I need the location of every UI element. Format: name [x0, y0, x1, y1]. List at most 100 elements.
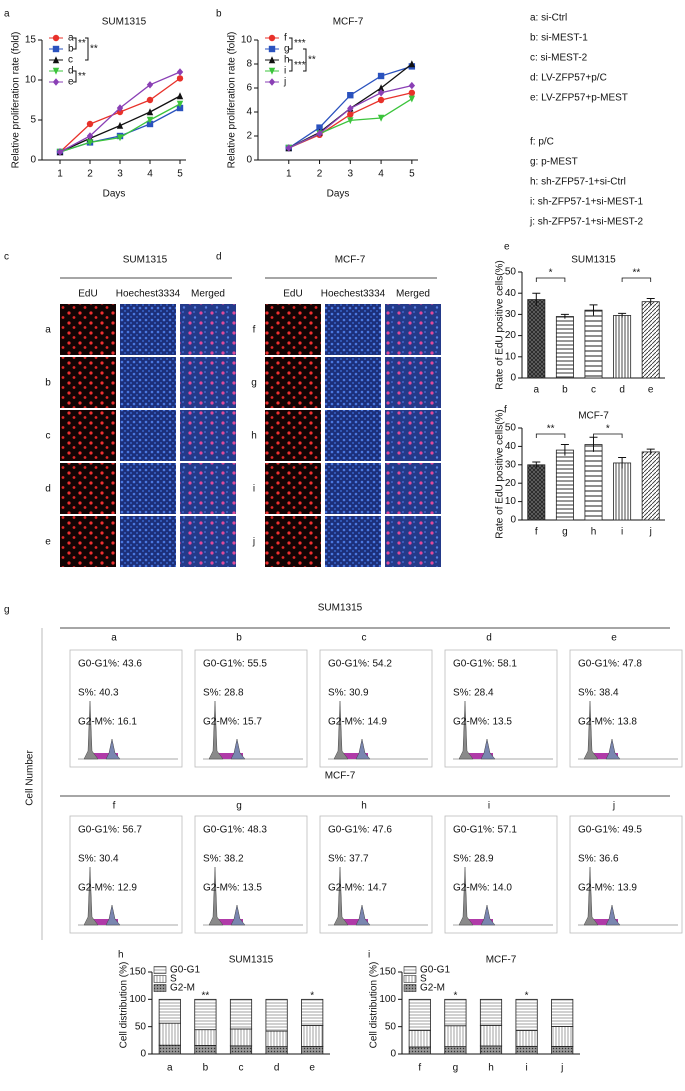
marker — [377, 96, 385, 104]
row-label: h — [251, 431, 257, 442]
legend-label: j — [283, 77, 286, 88]
phase-percentage: S%: 36.6 — [578, 854, 619, 865]
histogram-g1-peak — [458, 866, 474, 926]
bar-segment — [194, 1045, 217, 1055]
bar-segment — [158, 998, 181, 1024]
bar — [613, 315, 632, 379]
key-entry: c: si-MEST-2 — [530, 53, 588, 64]
micrograph — [120, 304, 176, 355]
significance-label: * — [606, 424, 610, 435]
bar-segment — [301, 1025, 324, 1047]
marker — [146, 81, 154, 89]
row-label: b — [45, 378, 51, 389]
significance-bracket — [73, 37, 77, 50]
phase-percentage: G0-G1%: 47.6 — [328, 825, 392, 836]
micrograph — [180, 304, 236, 355]
histogram-g2-peak — [355, 738, 371, 760]
phase-percentage: G2-M%: 14.9 — [328, 717, 387, 728]
micrograph — [180, 410, 236, 461]
legend-swatch — [403, 966, 417, 974]
bar-segment — [479, 998, 503, 1026]
bar-segment — [479, 1024, 503, 1047]
bar-segment — [408, 998, 431, 1031]
marker — [86, 120, 94, 128]
x-tick-label: e — [309, 1063, 315, 1074]
bar-segment — [551, 1046, 574, 1055]
marker — [116, 121, 124, 129]
column-label: Merged — [191, 289, 225, 300]
significance-bracket — [593, 433, 623, 438]
sample-label: a — [111, 633, 117, 644]
sample-label: e — [611, 633, 617, 644]
bar-segment — [301, 998, 324, 1026]
panel-title: SUM1315 — [123, 255, 168, 266]
marker — [408, 60, 416, 68]
x-tick-label: 4 — [378, 169, 384, 180]
column-label: Hoechest3334 — [116, 289, 181, 300]
phase-percentage: G2-M%: 16.1 — [78, 717, 137, 728]
bar — [584, 444, 603, 521]
bar — [584, 309, 603, 379]
micrograph — [120, 463, 176, 514]
chart-title: SUM1315 — [571, 255, 616, 266]
bar-segment — [515, 1030, 538, 1047]
histogram-g2-peak — [605, 738, 621, 760]
micrograph — [265, 516, 321, 567]
key-entry: e: LV-ZFP57+p-MEST — [530, 93, 628, 104]
x-tick-label: d — [619, 385, 625, 396]
x-tick-label: c — [239, 1063, 244, 1074]
significance-bracket — [85, 37, 89, 61]
row-label: f — [253, 325, 256, 336]
significance-bracket — [289, 37, 293, 50]
y-tick-label: 0 — [140, 1049, 146, 1060]
phase-percentage: S%: 30.9 — [328, 688, 369, 699]
bar-segment — [551, 1025, 574, 1047]
marker — [408, 95, 416, 103]
chart-title: MCF-7 — [578, 411, 609, 422]
micrograph — [385, 357, 441, 408]
x-tick-label: a — [534, 385, 540, 396]
y-tick-label: 150 — [379, 967, 396, 978]
marker — [408, 89, 416, 97]
marker — [52, 45, 60, 53]
legend-swatch — [153, 975, 167, 983]
x-tick-label: i — [525, 1063, 527, 1074]
bar-segment — [444, 1046, 467, 1055]
marker — [116, 134, 124, 142]
legend-swatch — [153, 966, 167, 974]
panel-letter: h — [118, 950, 124, 961]
significance-bracket — [535, 277, 566, 282]
micrograph — [120, 516, 176, 567]
marker — [176, 92, 184, 100]
marker — [268, 67, 276, 75]
micrograph — [265, 410, 321, 461]
x-tick-label: j — [649, 527, 652, 538]
phase-percentage: G0-G1%: 55.5 — [203, 659, 267, 670]
key-entry: h: sh-ZFP57-1+si-Ctrl — [530, 177, 626, 188]
significance-label: * — [525, 991, 529, 1002]
significance-label: *** — [294, 38, 306, 49]
micrograph — [60, 357, 116, 408]
marker — [268, 34, 276, 42]
micrograph — [265, 357, 321, 408]
histogram-g1-peak — [83, 700, 99, 760]
x-tick-label: f — [418, 1063, 421, 1074]
phase-percentage: S%: 28.8 — [203, 688, 244, 699]
legend-label: c — [68, 55, 73, 66]
row-label: g — [251, 378, 257, 389]
y-axis-label: Cell distribution (%) — [119, 962, 130, 1049]
x-tick-label: i — [621, 527, 623, 538]
y-tick-label: 0 — [390, 1049, 396, 1060]
histogram-g1-peak — [333, 700, 349, 760]
x-tick-label: 3 — [348, 169, 354, 180]
significance-label: ** — [547, 424, 555, 435]
y-tick-label: 50 — [135, 1021, 147, 1032]
histogram-g2-peak — [230, 904, 246, 926]
significance-bracket — [535, 433, 566, 438]
phase-percentage: G2-M%: 13.9 — [578, 883, 637, 894]
legend-label: G2-M — [170, 983, 195, 994]
marker — [268, 56, 276, 64]
significance-bracket — [289, 59, 293, 72]
x-tick-label: j — [560, 1063, 563, 1074]
